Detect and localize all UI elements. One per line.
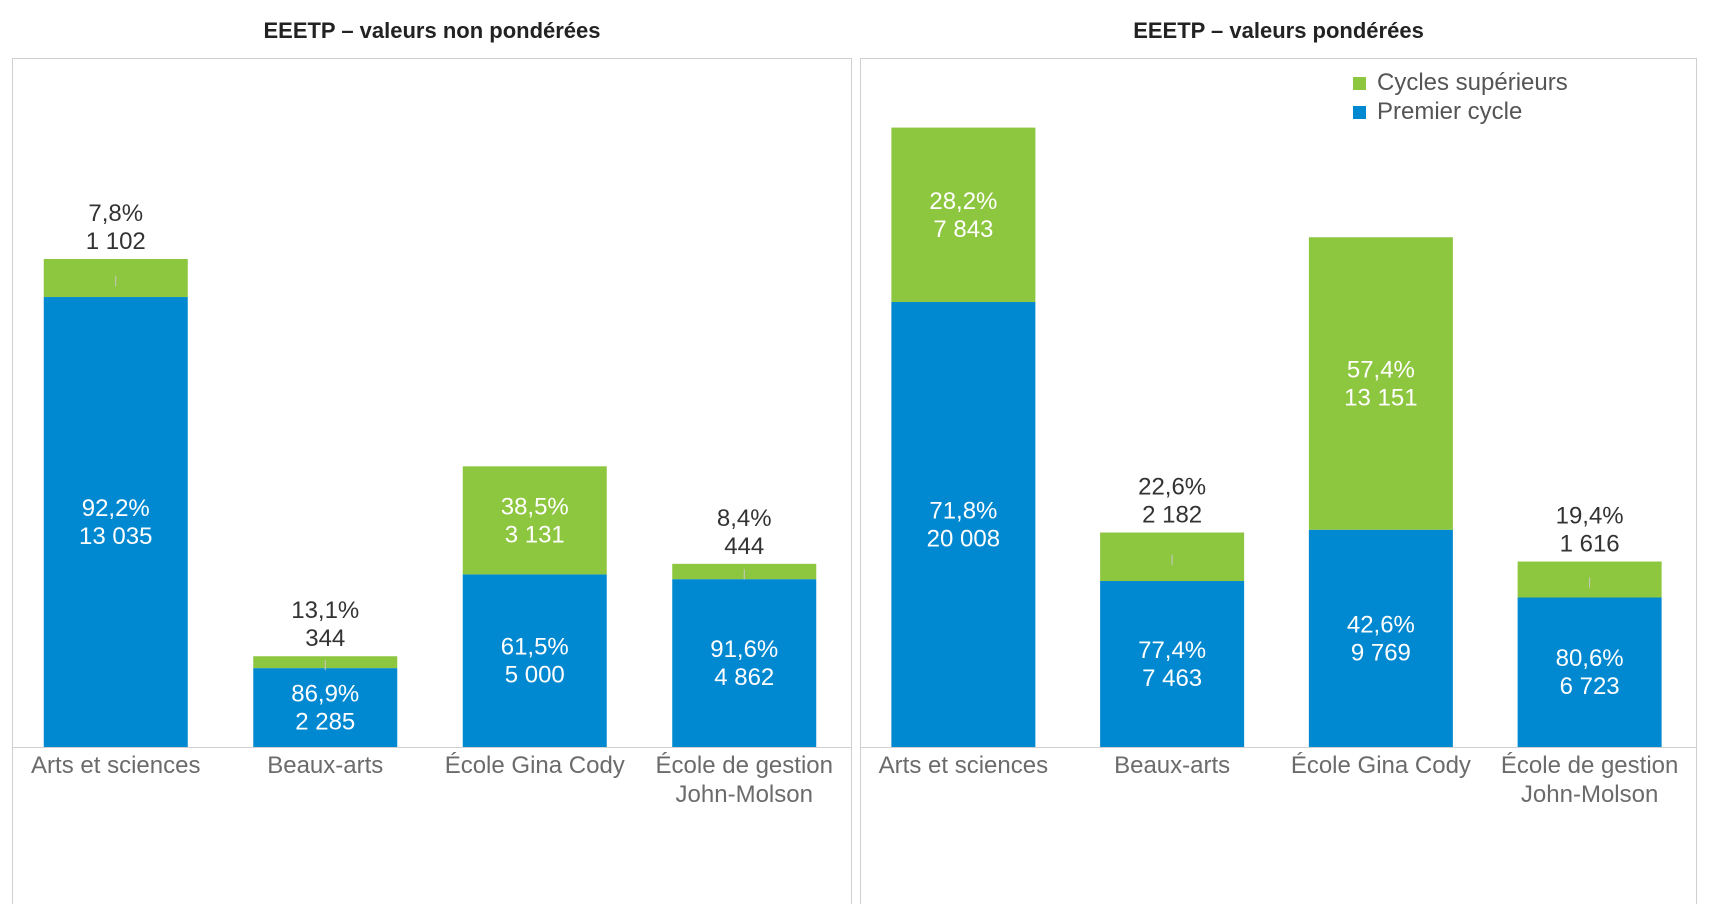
bar-premier-cycle: [43, 297, 188, 747]
data-label-value: 7 463: [1142, 665, 1202, 692]
data-label-value: 13 035: [79, 523, 152, 550]
data-label-value: 13 151: [1344, 384, 1417, 411]
data-label-value: 7 843: [933, 216, 993, 243]
x-tick-label: Beaux-arts: [1114, 752, 1230, 779]
chart-weighted-svg: 71,8%20 008 28,2%7 843 Arts et sciences 77,…: [861, 69, 1696, 808]
bar-premier-cycle: [1100, 581, 1245, 747]
bar-premier-cycle: [891, 302, 1036, 747]
data-label-percent: 28,2%: [929, 188, 997, 215]
data-label-percent: 22,6%: [1138, 473, 1206, 500]
data-label-percent: 38,5%: [501, 493, 569, 520]
legend-label: Premier cycle: [1377, 98, 1522, 125]
data-label-value: 444: [724, 533, 764, 560]
data-label-value: 20 008: [927, 526, 1000, 553]
bar-premier-cycle: [672, 579, 817, 747]
x-tick-label: John-Molson: [1521, 781, 1658, 808]
data-label-value: 2 182: [1142, 501, 1202, 528]
x-tick-label: École Gina Cody: [445, 752, 625, 779]
bar-premier-cycle: [1308, 529, 1453, 747]
data-label-value: 5 000: [505, 662, 565, 689]
data-label-percent: 92,2%: [82, 495, 150, 522]
data-label-value: 2 285: [295, 709, 355, 736]
data-label-value: 6 723: [1560, 673, 1620, 700]
chart-panel-weighted: 71,8% 20 008 28,2% 7 843 Arts et sciences 77,…: [860, 58, 1697, 904]
x-tick-label: École Gina Cody: [1291, 752, 1471, 779]
bar-cycles-superieurs: [891, 127, 1036, 303]
bar-premier-cycle: [462, 574, 607, 747]
legend-swatch: [1353, 77, 1366, 90]
bar-cycles-superieurs: [1308, 237, 1453, 530]
data-label-percent: 91,6%: [710, 636, 778, 663]
legend-label: Cycles supérieurs: [1377, 69, 1568, 96]
data-label-percent: 42,6%: [1347, 611, 1415, 638]
data-label-percent: 77,4%: [1138, 637, 1206, 664]
chart-title-weighted: EEETP – valeurs pondérées: [1133, 18, 1424, 43]
legend-swatch: [1353, 106, 1366, 119]
data-label-percent: 61,5%: [501, 634, 569, 661]
data-label-percent: 57,4%: [1347, 356, 1415, 383]
data-label-percent: 80,6%: [1556, 645, 1624, 672]
data-label-value: 3 131: [505, 521, 565, 548]
data-label-percent: 19,4%: [1556, 503, 1624, 530]
chart-unweighted-svg: 92,2%13 035 7,8%1 102 Arts et sciences 86,9…: [13, 200, 851, 808]
data-label-percent: 71,8%: [929, 498, 997, 525]
data-label-percent: 13,1%: [291, 597, 359, 624]
x-tick-label: John-Molson: [676, 781, 813, 808]
data-label-percent: 7,8%: [88, 200, 143, 227]
chart-panel-unweighted: 92,2% 13 035 7,8% 1 102 Arts et sciences 86,9…: [12, 58, 852, 904]
data-label-percent: 8,4%: [717, 505, 772, 532]
chart-title-unweighted: EEETP – valeurs non pondérées: [263, 18, 601, 43]
data-label-value: 1 102: [86, 228, 146, 255]
x-tick-label: École de gestion: [1501, 752, 1678, 779]
x-tick-label: Arts et sciences: [879, 752, 1048, 779]
x-tick-label: École de gestion: [656, 752, 833, 779]
bar-premier-cycle: [1517, 597, 1662, 747]
data-label-value: 1 616: [1560, 531, 1620, 558]
x-tick-label: Arts et sciences: [31, 752, 200, 779]
data-label-percent: 86,9%: [291, 681, 359, 708]
data-label-value: 4 862: [714, 664, 774, 691]
x-tick-label: Beaux-arts: [267, 752, 383, 779]
data-label-value: 9 769: [1351, 639, 1411, 666]
data-label-value: 344: [305, 625, 345, 652]
bar-cycles-superieurs: [462, 466, 607, 575]
bar-premier-cycle: [253, 668, 398, 747]
